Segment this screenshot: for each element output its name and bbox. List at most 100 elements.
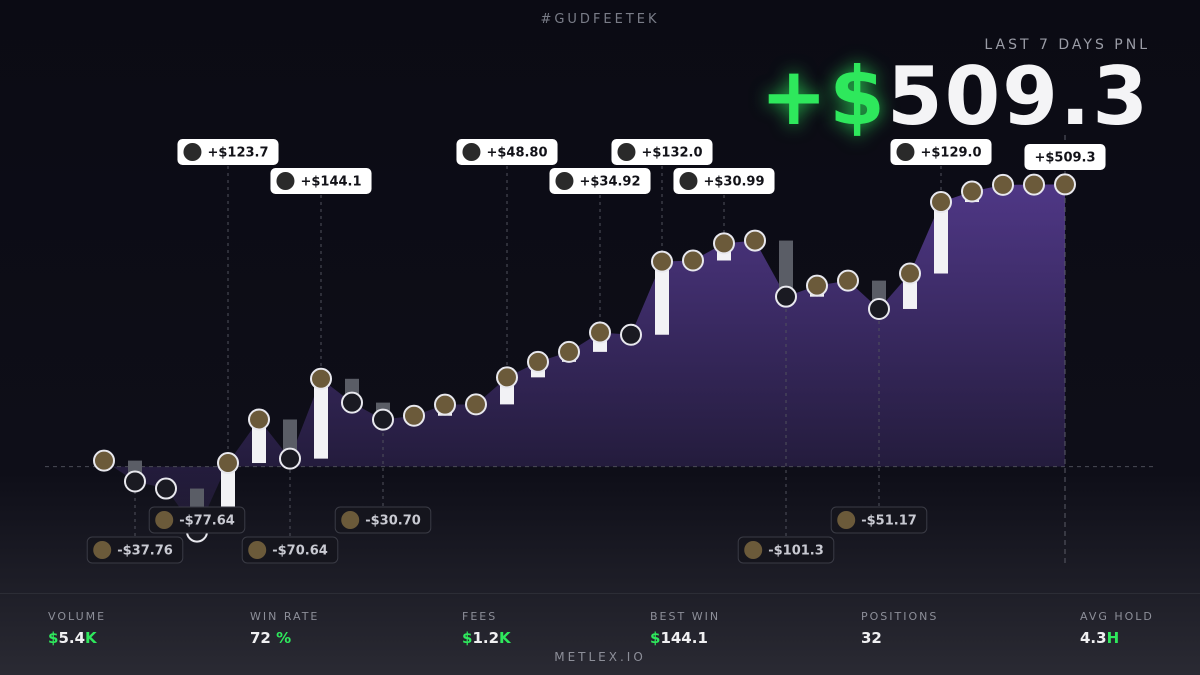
label-text: -$30.70 <box>365 514 421 529</box>
label-icon <box>93 541 112 559</box>
label-box <box>830 506 928 534</box>
pnl-label: +$132.0 <box>611 139 713 165</box>
token-icon <box>403 404 425 427</box>
label-box <box>241 536 339 564</box>
stat: VOLUME $5.4K <box>48 610 106 647</box>
token-icon <box>744 229 766 252</box>
pnl-label: +$30.99 <box>673 168 775 194</box>
token-icon <box>651 250 673 273</box>
stat-label: FEES <box>462 610 498 623</box>
label-box <box>611 139 713 165</box>
label-icon <box>679 172 698 190</box>
label-text: -$37.76 <box>117 544 173 559</box>
pnl-bar <box>655 261 669 335</box>
token-icon <box>93 449 115 472</box>
label-icon <box>837 511 856 529</box>
subtitle: LAST 7 DAYS PNL <box>984 37 1150 53</box>
token-icon <box>310 367 332 390</box>
label-text: +$34.92 <box>579 175 640 190</box>
site-name: METLEX.IO <box>554 650 646 664</box>
stat-value: $5.4K <box>48 629 97 647</box>
label-text: +$144.1 <box>300 175 361 190</box>
pnl-label: -$30.70 <box>334 506 432 534</box>
label-box <box>148 506 246 534</box>
label-icon <box>617 143 636 161</box>
label-icon <box>896 143 915 161</box>
token-icon <box>341 391 363 414</box>
total-pnl: +$509.3 <box>760 50 1150 143</box>
token-icon <box>496 366 518 389</box>
token-icon <box>1023 173 1045 196</box>
label-text: +$123.7 <box>207 146 268 161</box>
label-text: -$51.17 <box>861 514 917 529</box>
token-icon <box>837 269 859 292</box>
pnl-bar <box>934 202 948 274</box>
stat: BEST WIN $144.1 <box>650 610 720 647</box>
label-box <box>456 139 558 165</box>
stat-label: AVG HOLD <box>1080 610 1154 623</box>
stat-label: VOLUME <box>48 610 107 623</box>
pnl-label: +$509.3 <box>1024 144 1106 170</box>
token-icon <box>124 470 146 493</box>
pnl-label: -$77.64 <box>148 506 246 534</box>
label-icon <box>341 511 360 529</box>
stats-bar: METLEX.IO VOLUME $5.4K WIN RATE 72 % FEES $1.… <box>0 593 1200 675</box>
stat-value: 4.3H <box>1080 629 1120 647</box>
label-box <box>1024 144 1106 170</box>
stat-label: BEST WIN <box>650 610 721 623</box>
token-icon <box>713 232 735 255</box>
label-text: +$30.99 <box>703 175 764 190</box>
token-icon <box>217 452 239 475</box>
stat-value: $144.1 <box>650 629 708 647</box>
token-icon <box>682 249 704 272</box>
label-box <box>270 168 372 194</box>
pnl-bar <box>314 378 328 459</box>
token-icon <box>372 408 394 431</box>
pnl-label: -$101.3 <box>737 536 835 564</box>
label-text: -$70.64 <box>272 544 328 559</box>
pnl-label: +$48.80 <box>456 139 558 165</box>
token-icon <box>620 323 642 346</box>
hashtag: #GUDFEETEK <box>540 12 660 27</box>
token-icon <box>279 447 301 470</box>
token-icon <box>899 262 921 285</box>
token-icon <box>961 180 983 203</box>
label-text: -$77.64 <box>179 514 235 529</box>
label-icon <box>744 541 763 559</box>
token-icon <box>155 477 177 500</box>
cumulative-area <box>104 184 1065 532</box>
token-icon <box>589 321 611 344</box>
label-box <box>737 536 835 564</box>
label-icon <box>155 511 174 529</box>
token-icon <box>930 191 952 214</box>
token-icon <box>434 393 456 416</box>
token-icon <box>248 408 270 431</box>
stat: WIN RATE 72 % <box>250 610 319 647</box>
label-icon <box>462 143 481 161</box>
label-icon <box>183 143 202 161</box>
label-text: +$509.3 <box>1034 151 1095 166</box>
token-icon <box>868 297 890 320</box>
pnl-label: -$37.76 <box>86 536 184 564</box>
token-icon <box>775 285 797 308</box>
stat: FEES $1.2K <box>462 610 511 647</box>
token-icon <box>465 393 487 416</box>
label-icon <box>555 172 574 190</box>
label-box <box>177 139 279 165</box>
pnl-bar <box>779 240 793 297</box>
stat: POSITIONS 32 <box>861 610 938 647</box>
label-text: +$129.0 <box>920 146 981 161</box>
stat-label: WIN RATE <box>250 610 320 623</box>
pnl-label: +$34.92 <box>549 168 651 194</box>
token-icon <box>806 274 828 297</box>
label-box <box>673 168 775 194</box>
pnl-label: +$123.7 <box>177 139 279 165</box>
pnl-label: -$70.64 <box>241 536 339 564</box>
pnl-label: -$51.17 <box>830 506 928 534</box>
label-text: +$48.80 <box>486 146 547 161</box>
label-box <box>334 506 432 534</box>
pnl-label: +$129.0 <box>890 139 992 165</box>
stat: AVG HOLD 4.3H <box>1080 610 1154 647</box>
stat-label: POSITIONS <box>861 610 939 623</box>
